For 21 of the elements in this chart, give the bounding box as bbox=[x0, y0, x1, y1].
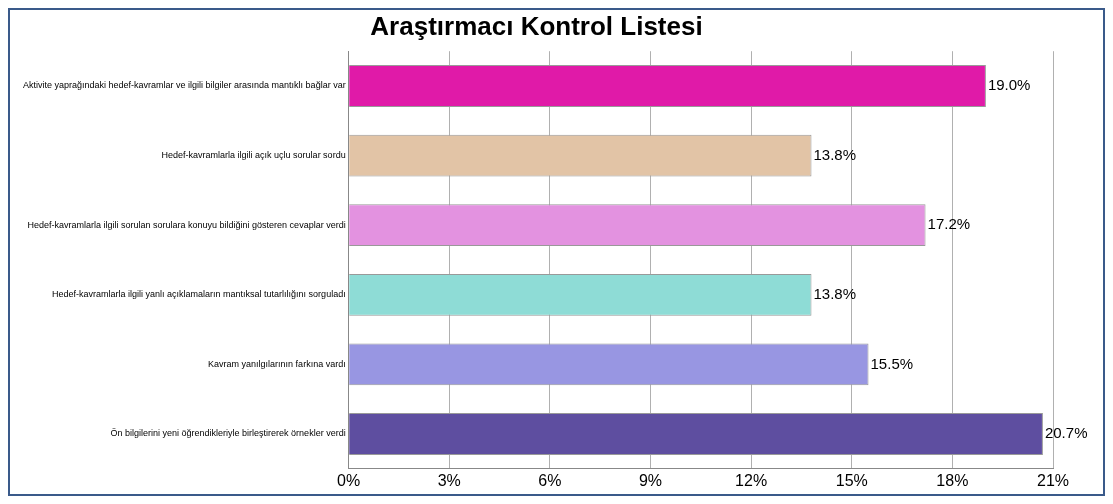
data-label: 19.0% bbox=[987, 76, 1031, 94]
x-tick-label: 12% bbox=[735, 471, 768, 489]
x-tick-label: 21% bbox=[1036, 471, 1070, 489]
y-tick-label: Hedef-kavramlarla ilgili yanlı açıklamaların mantıksal tutarlılığını sorguladı bbox=[52, 289, 346, 300]
x-tick-label: 0% bbox=[337, 471, 361, 489]
data-label: 15.5% bbox=[870, 354, 914, 372]
y-tick-label: Kavram yanılgılarının farkına vardı bbox=[208, 358, 346, 369]
x-tick-label: 15% bbox=[835, 471, 868, 489]
y-tick-label: Hedef-kavramlarla ilgili sorulan sorulara konuyu bildiğini gösteren cevaplar verdi bbox=[27, 219, 346, 230]
x-tick-label: 9% bbox=[638, 471, 663, 489]
x-tick-label: 3% bbox=[437, 471, 461, 489]
y-tick-label: Aktivite yaprağındaki hedef-kavramlar ve ilgili bilgiler arasında mantıklı bağlar var bbox=[22, 80, 346, 91]
x-tick-label: 18% bbox=[936, 471, 969, 489]
y-tick-label: Ön bilgilerini yeni öğrendikleriyle birleştirerek örnekler verdi bbox=[110, 428, 346, 439]
data-label: 13.8% bbox=[813, 145, 857, 163]
chart-title: Araştırmacı Kontrol Listesi bbox=[370, 10, 703, 41]
data-label: 13.8% bbox=[813, 284, 857, 302]
data-label: 20.7% bbox=[1044, 424, 1088, 442]
x-tick-label: 6% bbox=[538, 471, 562, 489]
data-label: 17.2% bbox=[927, 215, 971, 233]
y-tick-label: Hedef-kavramlarla ilgili açık uçlu sorular sordu bbox=[161, 150, 346, 161]
